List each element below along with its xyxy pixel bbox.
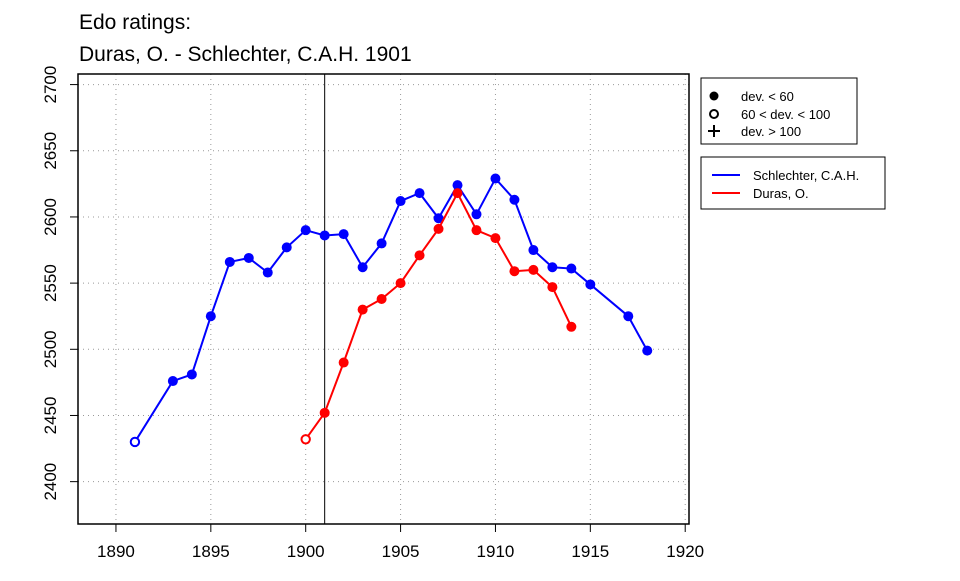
data-point xyxy=(167,376,178,387)
data-point xyxy=(452,188,463,199)
data-point xyxy=(357,262,368,273)
data-point xyxy=(433,223,444,234)
y-tick-label: 2500 xyxy=(41,330,60,368)
data-point xyxy=(623,311,634,322)
data-point xyxy=(585,279,596,290)
y-tick-label: 2650 xyxy=(41,132,60,170)
legend-players: Schlechter, C.A.H. Duras, O. xyxy=(700,156,886,210)
data-point xyxy=(205,311,216,322)
chart-title: Edo ratings: xyxy=(79,11,191,34)
data-point xyxy=(319,407,330,418)
data-point xyxy=(338,229,349,240)
y-tick-label: 2450 xyxy=(41,397,60,435)
data-point xyxy=(262,267,273,278)
chart-subtitle: Duras, O. - Schlechter, C.A.H. 1901 xyxy=(79,43,412,66)
plot-frame xyxy=(77,73,690,525)
data-point xyxy=(319,230,330,241)
data-point xyxy=(433,213,444,224)
data-point xyxy=(547,282,558,293)
data-point xyxy=(300,434,311,445)
data-point xyxy=(566,263,577,274)
x-tick-label: 1910 xyxy=(477,542,515,561)
data-point xyxy=(338,357,349,368)
data-point xyxy=(300,225,311,236)
open-circle-icon xyxy=(709,109,719,119)
legend-deviation: dev. < 60 60 < dev. < 100 dev. > 100 xyxy=(700,77,858,145)
y-tick-label: 2600 xyxy=(41,198,60,236)
data-point xyxy=(376,238,387,249)
data-point xyxy=(642,345,653,356)
data-point xyxy=(395,196,406,207)
filled-circle-icon xyxy=(709,91,719,101)
data-point xyxy=(281,242,292,253)
data-point xyxy=(490,173,501,184)
legend-label: 60 < dev. < 100 xyxy=(741,107,830,122)
axes: 1890 1895 1900 1905 1910 1915 1920 2400 2450 2500… xyxy=(41,66,704,561)
x-tick-label: 1905 xyxy=(382,542,420,561)
legend-label: Duras, O. xyxy=(753,186,809,201)
data-point xyxy=(414,250,425,261)
data-point xyxy=(490,233,501,244)
data-point xyxy=(395,278,406,289)
y-tick-label: 2700 xyxy=(41,66,60,104)
data-point xyxy=(509,194,520,205)
x-tick-label: 1890 xyxy=(97,542,135,561)
grid xyxy=(78,74,689,524)
data-point xyxy=(224,256,235,267)
data-point xyxy=(471,209,482,220)
data-point xyxy=(509,266,520,277)
legend-label: Schlechter, C.A.H. xyxy=(753,168,859,183)
x-tick-label: 1900 xyxy=(287,542,325,561)
series-line-0 xyxy=(134,176,649,443)
data-point xyxy=(414,188,425,199)
data-point xyxy=(376,294,387,304)
data-point xyxy=(452,180,463,191)
data-point xyxy=(528,264,539,275)
data-point xyxy=(566,321,577,332)
x-tick-label: 1895 xyxy=(192,542,230,561)
data-point xyxy=(129,436,141,448)
x-tick-label: 1920 xyxy=(666,542,704,561)
data-point xyxy=(528,245,539,256)
x-tick-label: 1915 xyxy=(571,542,609,561)
data-point xyxy=(471,225,482,236)
data-point xyxy=(547,262,558,273)
legend-label: dev. > 100 xyxy=(741,124,801,139)
y-tick-label: 2550 xyxy=(41,264,60,302)
data-point xyxy=(243,252,254,263)
data-point xyxy=(186,369,197,380)
legend-label: dev. < 60 xyxy=(741,89,794,104)
y-tick-label: 2400 xyxy=(41,463,60,501)
plot-area xyxy=(129,74,653,524)
data-point xyxy=(357,304,368,315)
